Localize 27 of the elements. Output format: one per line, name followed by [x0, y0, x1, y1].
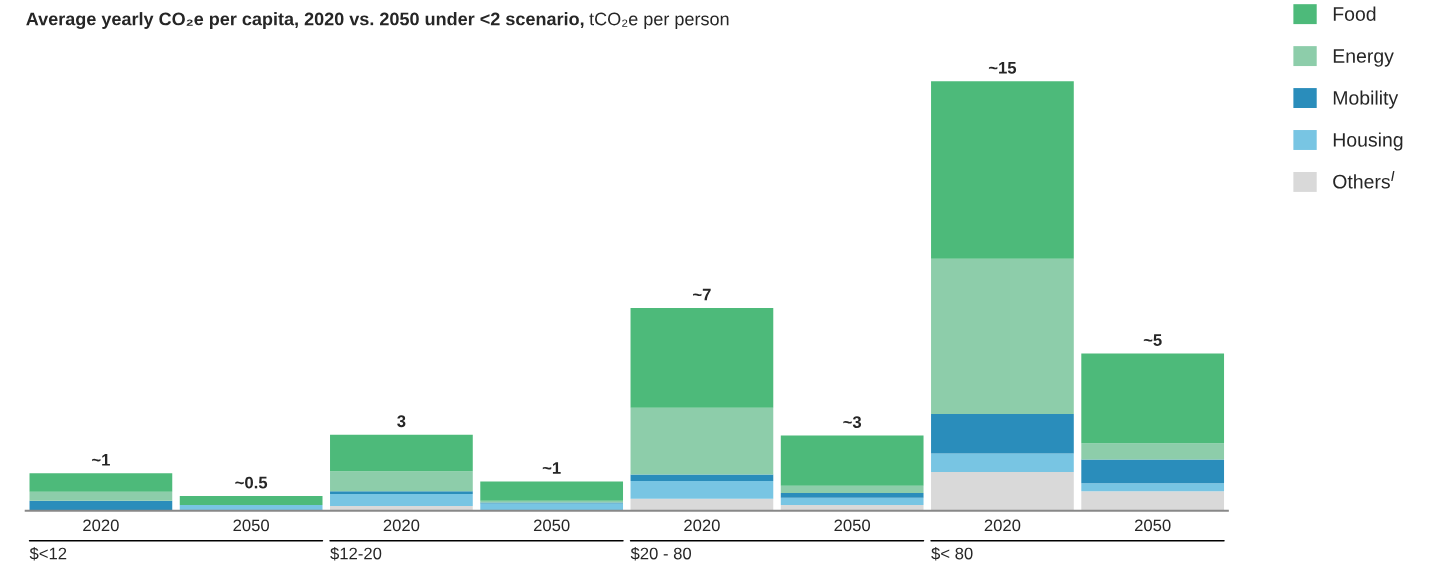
annotation: ~5	[1143, 334, 1162, 346]
annotation: ~0.5	[235, 476, 268, 489]
chart-subtitle: tCO₂e per person	[589, 12, 729, 29]
x-tick-label: 2050	[834, 519, 871, 532]
x-tick-label: 2050	[233, 519, 270, 532]
annotation: ~7	[693, 288, 711, 301]
text: $12-20	[330, 546, 382, 561]
legend-label: Housing	[1333, 132, 1403, 151]
x-tick-label: 2050	[533, 519, 570, 532]
text: $<12	[29, 546, 67, 561]
x-tick-label: 2020	[984, 519, 1021, 532]
x-tick-label: 2020	[684, 519, 720, 532]
text: $20 - 80	[630, 546, 692, 561]
annotation: ~1	[92, 454, 110, 466]
chart-title: Average yearly CO₂e per capita, 2020 vs. 2050 under <2 scenario,	[26, 12, 584, 29]
annotation: 3	[397, 415, 406, 428]
annotation: ~3	[843, 416, 862, 428]
text: $< 80	[931, 546, 973, 561]
legend-label: Mobility	[1333, 90, 1399, 109]
legend-label: Others$^{I}$	[1333, 171, 1395, 189]
x-tick-label: 2020	[83, 519, 119, 532]
legend-label: Energy	[1333, 49, 1394, 67]
x-tick-label: 2050	[1134, 519, 1171, 532]
legend-label: Food	[1333, 6, 1376, 21]
annotation: ~1	[542, 462, 561, 474]
text: ~15	[988, 62, 1017, 74]
x-tick-label: 2020	[383, 519, 420, 532]
